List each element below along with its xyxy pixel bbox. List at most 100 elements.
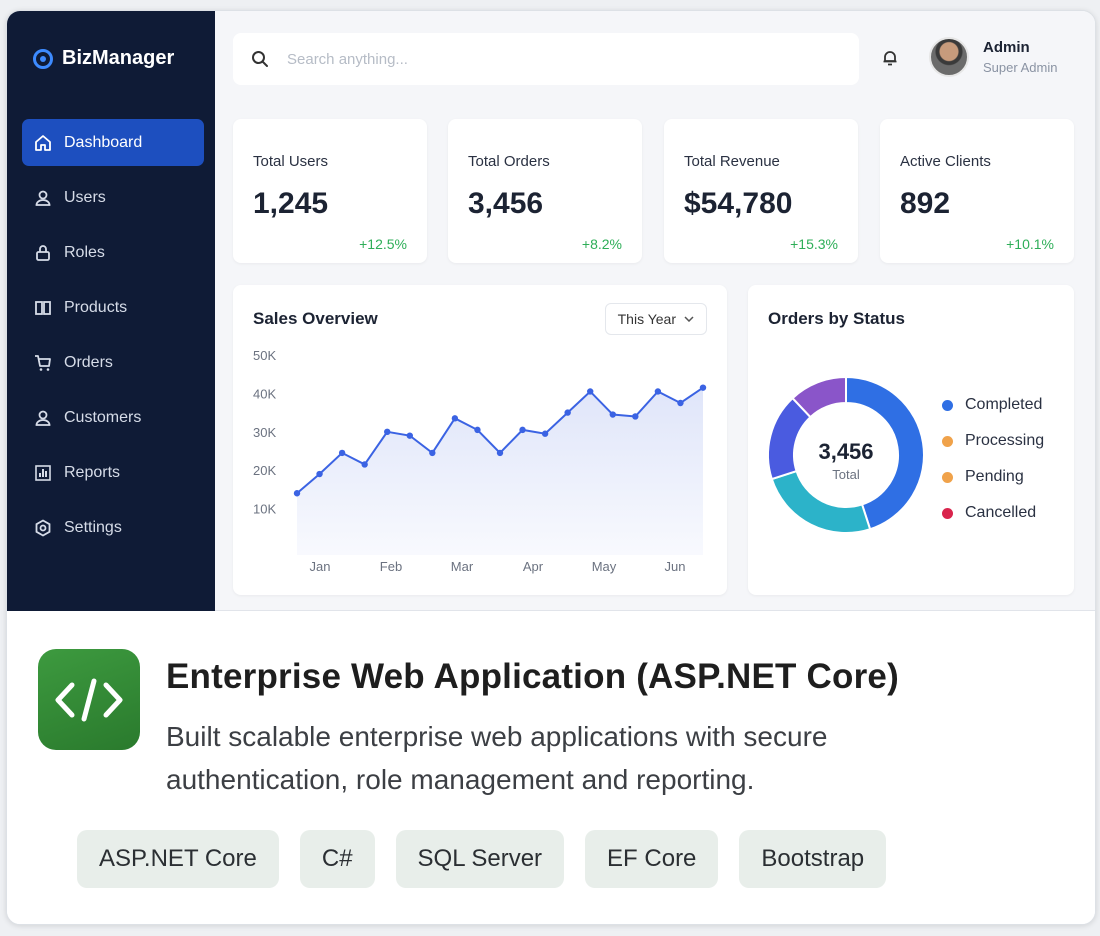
brand-name: BizManager bbox=[62, 47, 175, 69]
legend-item: Cancelled bbox=[942, 495, 1044, 531]
sidebar-item-settings[interactable]: Settings bbox=[22, 504, 204, 551]
legend-dot bbox=[942, 399, 953, 411]
sales-area bbox=[297, 387, 703, 555]
sidebar-item-label: Products bbox=[64, 298, 128, 316]
donut-total-label: Total bbox=[832, 467, 860, 482]
sales-point bbox=[474, 426, 481, 434]
sales-point bbox=[632, 413, 639, 420]
sidebar-item-label: Reports bbox=[64, 463, 121, 481]
sales-point bbox=[677, 399, 684, 407]
stat-value: 1,245 bbox=[253, 187, 329, 220]
donut-total-value: 3,456 bbox=[818, 439, 873, 464]
stat-label: Total Users bbox=[253, 153, 329, 170]
role-icon bbox=[36, 244, 50, 261]
project-card: BizManager Dashboard Users Roles Products Or… bbox=[6, 10, 1096, 925]
stat-value: 3,456 bbox=[468, 187, 544, 220]
stat-change: +15.3% bbox=[790, 236, 838, 252]
tech-tag: Bootstrap bbox=[739, 830, 887, 888]
y-tick-label: 40K bbox=[253, 386, 276, 401]
search-icon bbox=[252, 51, 268, 67]
donut-slice-cancelled bbox=[791, 375, 847, 419]
tech-tag: EF Core bbox=[585, 830, 719, 888]
gear-icon bbox=[35, 518, 51, 537]
tech-tags: ASP.NET Core C# SQL Server EF Core Bootstrap bbox=[77, 830, 887, 888]
x-tick-label: Jan bbox=[310, 559, 331, 574]
chevron-down-icon bbox=[684, 316, 694, 322]
x-tick-label: Feb bbox=[380, 559, 402, 574]
search-bar bbox=[233, 33, 859, 85]
sidebar-item-dashboard[interactable]: Dashboard bbox=[22, 119, 204, 166]
dashboard-preview: BizManager Dashboard Users Roles Products Or… bbox=[7, 11, 1095, 611]
bar-chart-icon bbox=[35, 464, 51, 481]
legend-label: Completed bbox=[965, 396, 1043, 413]
sidebar-item-products[interactable]: Products bbox=[22, 284, 204, 331]
sales-point bbox=[338, 449, 346, 457]
y-tick-label: 50K bbox=[253, 348, 276, 363]
sales-point bbox=[496, 449, 504, 457]
project-title: Enterprise Web Application (ASP.NET Core… bbox=[166, 657, 899, 696]
user-role: Super Admin bbox=[983, 60, 1058, 75]
brand[interactable]: BizManager bbox=[33, 47, 174, 70]
user-menu[interactable]: Admin Super Admin bbox=[929, 37, 1057, 77]
panel-title: Orders by Status bbox=[768, 309, 905, 328]
sidebar: BizManager Dashboard Users Roles Products Or… bbox=[7, 11, 215, 611]
user-name: Admin bbox=[983, 39, 1030, 56]
legend-item: Pending bbox=[942, 459, 1044, 495]
sidebar-item-users[interactable]: Users bbox=[22, 174, 204, 221]
tech-tag: SQL Server bbox=[395, 830, 565, 888]
y-tick-label: 20K bbox=[253, 463, 276, 478]
legend-dot bbox=[942, 471, 953, 483]
sales-point bbox=[541, 430, 549, 437]
x-tick-label: Jun bbox=[665, 559, 686, 574]
x-tick-label: Apr bbox=[523, 559, 544, 574]
sidebar-item-label: Orders bbox=[64, 353, 113, 371]
search-input[interactable] bbox=[287, 50, 807, 68]
stat-label: Total Orders bbox=[468, 153, 550, 170]
legend-dot bbox=[942, 435, 953, 447]
sales-point bbox=[519, 426, 526, 434]
notification-icon[interactable] bbox=[881, 49, 899, 67]
user-icon bbox=[35, 190, 51, 206]
legend-dot bbox=[942, 507, 953, 519]
sidebar-item-customers[interactable]: Customers bbox=[22, 394, 204, 441]
code-icon bbox=[38, 649, 140, 750]
sales-chart: 10K 20K 30K 40K 50K Jan Feb Mar Apr May Jun bbox=[253, 348, 707, 574]
stat-card[interactable]: Active Clients 892 +10.1% bbox=[880, 119, 1074, 263]
stat-change: +10.1% bbox=[1006, 236, 1054, 252]
sales-point bbox=[587, 388, 594, 395]
sidebar-item-orders[interactable]: Orders bbox=[22, 339, 204, 386]
sidebar-item-roles[interactable]: Roles bbox=[22, 229, 204, 276]
project-info: Enterprise Web Application (ASP.NET Core… bbox=[7, 611, 1095, 924]
logo-icon bbox=[33, 48, 53, 69]
donut-slice-completed bbox=[845, 375, 925, 531]
sidebar-item-label: Settings bbox=[64, 518, 122, 536]
orders-status-panel: Orders by Status 3,456 Total Completed Pro… bbox=[748, 285, 1074, 595]
sidebar-item-label: Roles bbox=[64, 243, 105, 261]
donut-legend: Completed Processing Pending Cancelled bbox=[942, 387, 1044, 531]
tech-tag: C# bbox=[299, 830, 375, 888]
stat-card[interactable]: Total Orders 3,456 +8.2% bbox=[448, 119, 642, 263]
sales-point bbox=[406, 432, 413, 439]
stat-change: +12.5% bbox=[359, 236, 407, 252]
box-icon bbox=[35, 300, 51, 315]
sales-point bbox=[384, 428, 391, 435]
sales-point bbox=[654, 388, 662, 395]
y-tick-label: 30K bbox=[253, 425, 276, 440]
panel-title: Sales Overview bbox=[253, 309, 378, 328]
sales-point bbox=[699, 384, 707, 391]
stat-label: Total Revenue bbox=[684, 153, 780, 170]
stat-change: +8.2% bbox=[581, 236, 622, 252]
x-tick-label: May bbox=[592, 559, 617, 574]
sales-point bbox=[451, 415, 459, 422]
home-icon bbox=[35, 134, 51, 151]
avatar bbox=[929, 37, 969, 77]
period-dropdown[interactable]: This Year bbox=[604, 303, 707, 335]
stat-card[interactable]: Total Revenue $54,780 +15.3% bbox=[664, 119, 858, 263]
sales-point bbox=[361, 461, 368, 468]
sidebar-item-label: Customers bbox=[64, 408, 142, 426]
stat-card[interactable]: Total Users 1,245 +12.5% bbox=[233, 119, 427, 263]
legend-item: Completed bbox=[942, 387, 1044, 423]
stat-value: $54,780 bbox=[684, 187, 793, 220]
sidebar-item-reports[interactable]: Reports bbox=[22, 449, 204, 496]
sidebar-nav: Dashboard Users Roles Products Orders Custome… bbox=[22, 119, 204, 559]
